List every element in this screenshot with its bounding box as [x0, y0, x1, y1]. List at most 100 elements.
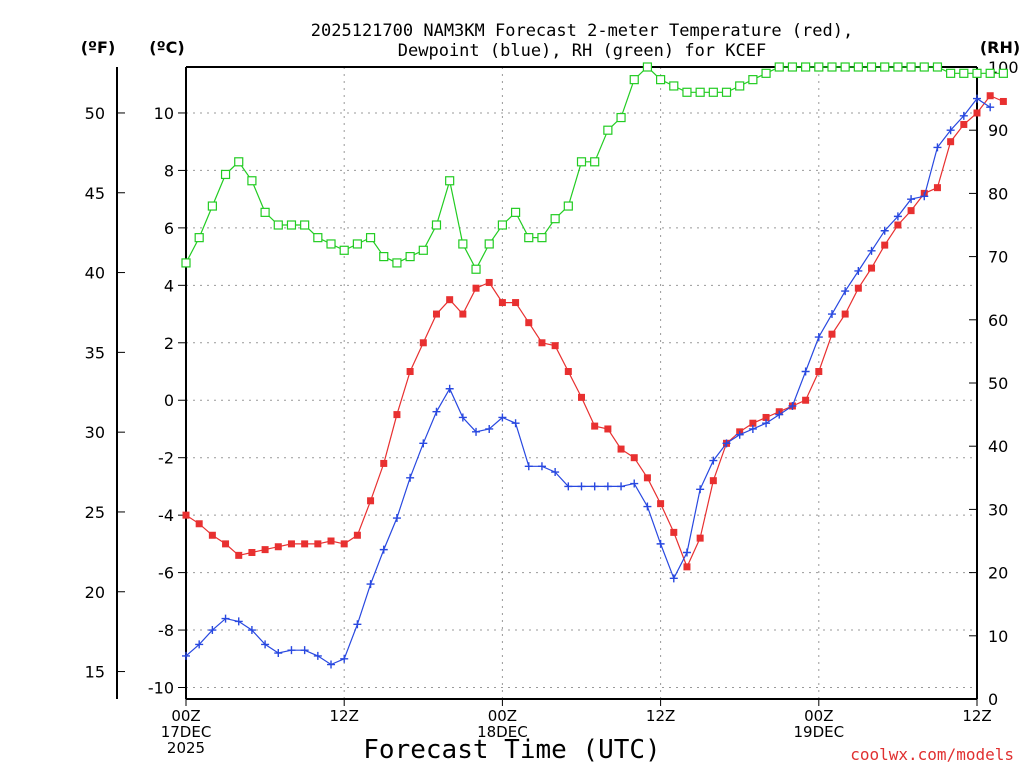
dewpoint-point	[893, 212, 902, 221]
rh-point	[972, 68, 982, 78]
temperature-point	[367, 497, 375, 505]
dewpoint-point	[287, 646, 296, 655]
rh-tick-label-60: 60	[988, 311, 1008, 330]
rh-point	[735, 81, 745, 91]
rh-point	[748, 75, 758, 85]
temperature-point	[208, 531, 216, 539]
temperature-point	[933, 184, 941, 192]
x-tick-label-0-1: 17DEC	[161, 723, 212, 741]
rh-point	[247, 176, 257, 186]
dewpoint-point	[986, 103, 995, 112]
f-tick-label-30: 30	[85, 423, 105, 442]
dewpoint-point	[564, 482, 573, 491]
rh-point	[603, 125, 613, 135]
c-tick-label-0: 0	[164, 391, 174, 410]
x-tick-label-48-1: 19DEC	[794, 723, 845, 741]
dewpoint-point	[221, 614, 230, 623]
rh-point	[326, 239, 336, 249]
dewpoint-line	[185, 97, 991, 666]
rh-point	[471, 264, 481, 274]
temperature-point	[670, 528, 678, 536]
rh-point	[827, 62, 837, 72]
dewpoint-point	[709, 456, 718, 465]
rh-point	[761, 68, 771, 78]
temperature-point	[525, 319, 533, 327]
rh-tick-label-40: 40	[988, 437, 1008, 456]
dewpoint-point	[682, 548, 691, 557]
rh-point	[286, 220, 297, 230]
rh-point	[484, 239, 494, 249]
rh-point	[998, 68, 1008, 78]
dewpoint-point	[603, 482, 612, 491]
x-tick-label-36-0: 12Z	[646, 707, 675, 725]
dewpoint-point	[762, 419, 771, 428]
temperature-point	[538, 339, 546, 347]
c-tick-label-2: 2	[164, 334, 174, 353]
dewpoint-point	[524, 462, 533, 471]
rh-point	[590, 157, 600, 167]
temperature-point	[301, 540, 309, 548]
temperature-point	[459, 310, 467, 318]
rh-point	[313, 233, 323, 243]
rh-point	[695, 87, 705, 97]
temperature-point	[261, 546, 269, 554]
dewpoint-point	[643, 502, 652, 511]
c-tick-label--6: -6	[158, 564, 174, 583]
x-tick-label-24-0: 00Z	[488, 707, 517, 725]
rh-point	[880, 62, 890, 72]
temperature-point	[340, 540, 348, 548]
temperature-point	[828, 330, 836, 338]
rh-point	[801, 62, 811, 72]
dewpoint-point	[748, 424, 757, 433]
rh-line	[185, 66, 1004, 271]
rh-tick-label-20: 20	[988, 564, 1008, 583]
c-tick-label-10: 10	[154, 104, 174, 123]
rh-point	[682, 87, 692, 97]
dewpoint-point	[366, 580, 375, 589]
temperature-point	[696, 534, 704, 542]
rh-point	[642, 62, 653, 72]
rh-point	[234, 157, 244, 167]
rh-point	[721, 87, 732, 97]
temperature-point	[578, 393, 585, 401]
rh-point	[906, 62, 916, 72]
dewpoint-point	[973, 94, 981, 103]
rh-point	[946, 68, 956, 78]
rh-series	[181, 62, 1008, 274]
rh-point	[787, 62, 798, 72]
rh-point	[418, 245, 428, 255]
fahrenheit-unit-label: (ºF)	[81, 38, 116, 57]
f-tick-label-50: 50	[85, 104, 105, 123]
x-tick-label-48-0: 00Z	[804, 707, 833, 725]
f-tick-label-35: 35	[85, 343, 105, 362]
rh-point	[853, 62, 863, 72]
rh-point	[445, 176, 455, 186]
rh-point	[379, 252, 389, 262]
rh-point	[273, 220, 283, 230]
rh-point	[563, 201, 573, 211]
temperature-point	[564, 368, 572, 376]
temperature-point	[222, 540, 230, 548]
rh-tick-label-80: 80	[988, 184, 1008, 203]
temperature-point	[353, 531, 361, 539]
rh-point	[339, 245, 349, 255]
c-tick-label-8: 8	[164, 161, 174, 180]
dewpoint-point	[827, 310, 836, 319]
dewpoint-point	[696, 485, 705, 494]
temperature-point	[287, 540, 295, 548]
temperature-point	[683, 563, 691, 571]
dewpoint-point	[617, 482, 626, 491]
temperature-point	[986, 92, 994, 100]
rh-point	[431, 220, 442, 230]
dewpoint-point	[485, 424, 494, 433]
dewpoint-point	[234, 617, 243, 626]
temperature-point	[604, 425, 612, 433]
dewpoint-point	[498, 413, 507, 422]
f-tick-label-15: 15	[85, 663, 105, 682]
dewpoint-point	[801, 367, 810, 376]
dewpoint-point	[247, 626, 256, 635]
temperature-point	[248, 548, 256, 556]
temperature-point	[947, 138, 955, 146]
temperature-point	[498, 299, 506, 307]
